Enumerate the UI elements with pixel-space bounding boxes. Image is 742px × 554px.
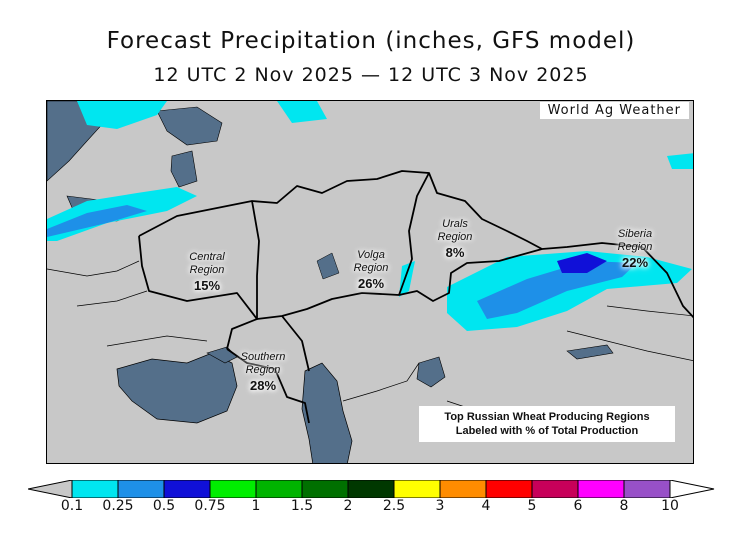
legend-tick-label: 2.5 xyxy=(382,498,406,514)
region-label-siberia: Siberia Region 22% xyxy=(603,228,667,269)
legend-swatch xyxy=(577,480,625,498)
region-urals-label: Region xyxy=(437,231,473,243)
legend-swatch xyxy=(71,480,119,498)
legend-tick-label: 2 xyxy=(343,498,353,514)
legend-swatch xyxy=(209,480,257,498)
legend-swatch xyxy=(255,480,303,498)
region-urals-pct: 8% xyxy=(445,245,465,260)
legend-swatch xyxy=(117,480,165,498)
precipitation-map: World Ag Weather Central Region 15% Volg… xyxy=(46,100,694,464)
credit-badge: World Ag Weather xyxy=(539,102,689,119)
legend-tick-label: 5 xyxy=(527,498,537,514)
legend-tick-label: 8 xyxy=(619,498,629,514)
region-volga-label: Region xyxy=(353,262,389,274)
legend-tick-label: 1 xyxy=(251,498,261,514)
region-label-central: Central Region 15% xyxy=(175,251,239,292)
map-subtitle: 12 UTC 2 Nov 2025 — 12 UTC 3 Nov 2025 xyxy=(153,64,589,86)
region-central-label: Region xyxy=(189,264,225,276)
legend-arrow-right xyxy=(669,480,715,498)
map-title: Forecast Precipitation (inches, GFS mode… xyxy=(106,28,636,54)
region-central-name: Central xyxy=(189,251,225,263)
legend-swatch xyxy=(393,480,441,498)
legend-swatch xyxy=(301,480,349,498)
color-legend xyxy=(28,480,715,498)
legend-swatch xyxy=(623,480,671,498)
map-note: Top Russian Wheat Producing Regions Labe… xyxy=(419,406,675,442)
legend-tick-label: 10 xyxy=(661,498,679,514)
map-note-line2: Labeled with % of Total Production xyxy=(455,425,639,437)
legend-tick-label: 4 xyxy=(481,498,491,514)
legend-swatch xyxy=(485,480,533,498)
region-siberia-pct: 22% xyxy=(621,255,649,270)
legend-swatch xyxy=(347,480,395,498)
legend-ticks: 0.1 0.25 0.5 0.75 1 1.5 2 2.5 3 4 5 6 8 10 xyxy=(0,498,742,518)
region-siberia-name: Siberia xyxy=(617,228,653,240)
legend-tick-label: 6 xyxy=(573,498,583,514)
legend-cells xyxy=(71,480,671,498)
region-urals-name: Urals xyxy=(442,218,468,230)
legend-tick-label: 3 xyxy=(435,498,445,514)
region-central-pct: 15% xyxy=(193,278,221,293)
region-southern-label: Region xyxy=(245,364,281,376)
legend-tick-label: 0.5 xyxy=(152,498,176,514)
legend-tick-label: 0.25 xyxy=(102,498,134,514)
legend-arrow-left xyxy=(28,480,73,498)
region-label-volga: Volga Region 26% xyxy=(339,249,403,290)
legend-swatch xyxy=(531,480,579,498)
region-southern-pct: 28% xyxy=(249,378,277,393)
legend-tick-label: 0.1 xyxy=(60,498,84,514)
legend-swatch xyxy=(163,480,211,498)
region-siberia-label: Region xyxy=(617,241,653,253)
region-label-southern: Southern Region 28% xyxy=(231,351,295,392)
region-southern-name: Southern xyxy=(240,351,286,363)
region-volga-name: Volga xyxy=(357,249,385,261)
map-note-line1: Top Russian Wheat Producing Regions xyxy=(444,411,650,423)
legend-tick-label: 1.5 xyxy=(290,498,314,514)
legend-tick-label: 0.75 xyxy=(194,498,226,514)
legend-swatch xyxy=(439,480,487,498)
map-canvas xyxy=(47,101,693,463)
region-label-urals: Urals Region 8% xyxy=(423,218,487,259)
region-volga-pct: 26% xyxy=(357,276,385,291)
